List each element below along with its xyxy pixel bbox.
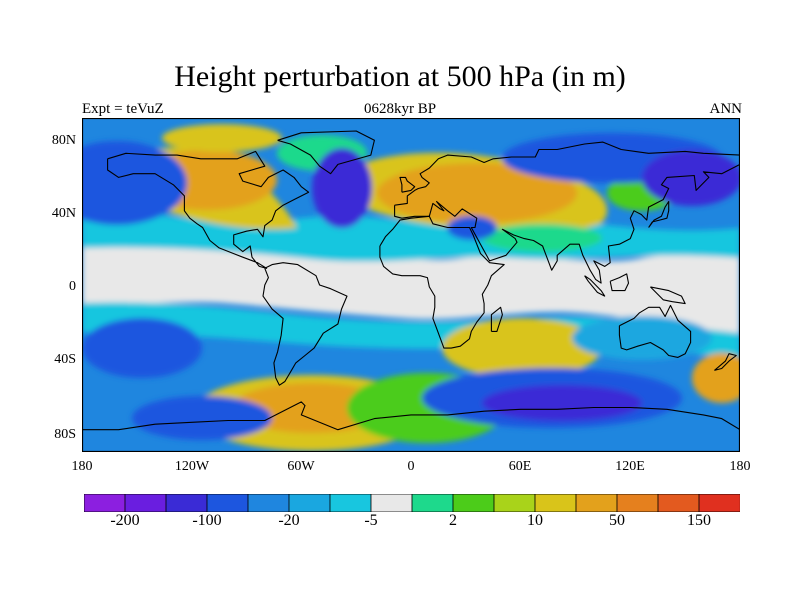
pacific-low-outer [82,141,187,225]
lat-label-0: 0 [69,279,76,294]
colorbar-label-2: 2 [449,512,457,529]
south-atlantic-high [442,318,602,378]
coastline [648,200,670,228]
colorbar-label-10: 10 [527,512,543,529]
coastline [490,306,503,332]
coastline [82,401,740,431]
colorbar-swatch [616,494,659,512]
east-asia-low [642,150,740,206]
tasman-high [692,353,740,403]
colorbar-swatch [124,494,167,512]
indian-ocean-cyan [572,316,712,360]
southern-ocean-low [482,385,642,421]
coastline [262,262,348,386]
lat-label-40s: 40S [54,352,76,367]
lon-label-180w: 180 [71,459,93,474]
arabia-green [482,224,602,252]
plot-title: Height perturbation at 500 hPa (in m) [174,60,626,93]
south-pacific-low [82,318,202,378]
colorbar-label-50: 50 [609,512,625,529]
lon-label-60w: 60W [287,459,315,474]
lat-label-80s: 80S [54,427,76,442]
colorbar-swatch [575,494,618,512]
tropical-band [82,244,740,333]
coastline [399,176,416,193]
height-field-map [82,118,740,452]
colorbar-swatch [206,494,249,512]
coastline [107,150,310,269]
coastline [394,141,740,284]
lon-label-120w: 120W [174,459,210,474]
sw-pacific-low [132,396,272,440]
lat-label-80n: 80N [51,133,76,148]
atlantic-eurasia-high [377,163,577,223]
coastline [584,275,606,297]
hudson-low [312,148,372,228]
map-frame [82,118,740,452]
colorbar-swatch [452,494,495,512]
colorbar-swatch [411,494,454,512]
coastlines [82,130,740,431]
contour-fill-layer [82,124,740,451]
colorbar-swatch [247,494,290,512]
colorbar-label-minus-5: -5 [364,512,378,529]
colorbar-label-minus-200: -200 [110,512,140,529]
coastline [379,215,505,349]
coastline [609,273,630,292]
colorbar-swatch [329,494,372,512]
colorbar-swatch [288,494,331,512]
colorbar-label-150: 150 [687,512,711,529]
period-label: 0628kyr BP [363,101,437,117]
coastline [650,286,686,305]
colorbar [84,494,740,512]
lon-label-60e: 60E [508,459,532,474]
lon-label-120e: 120E [615,459,645,474]
lat-label-40n: 40N [51,206,76,221]
season-label: ANN [709,101,743,117]
map-panel [82,118,740,452]
coastline [618,304,692,358]
colorbar-swatch [493,494,536,512]
experiment-label: Expt = teVuZ [82,101,164,117]
colorbar-swatch [165,494,208,512]
colorbar-swatch [657,494,700,512]
colorbar-label-minus-20: -20 [278,512,300,529]
coastline [277,130,375,175]
colorbar-swatch [84,494,126,512]
colorbar-swatch [370,494,413,512]
arctic-high [162,124,282,152]
lon-label-0: 0 [407,459,415,474]
coastline [714,353,737,371]
south-pacific-high [232,383,392,433]
lon-label-180e: 180 [729,459,751,474]
colorbar-label-minus-100: -100 [192,512,222,529]
colorbar-swatch [534,494,577,512]
colorbar-swatch [698,494,740,512]
